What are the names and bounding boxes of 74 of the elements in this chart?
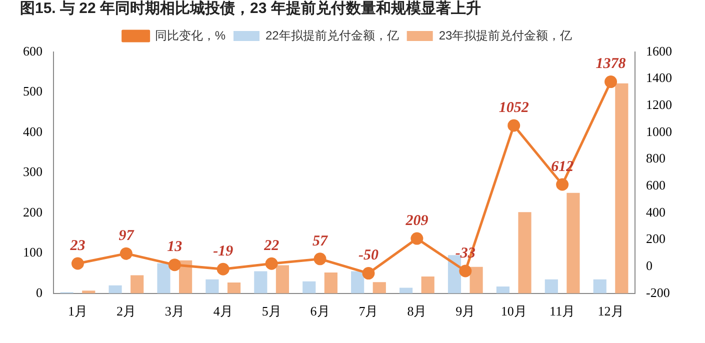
x-tick-label: 10月 <box>500 304 527 319</box>
chart-title: 图15. 与 22 年同时期相比城投债，23 年提前兑付数量和规模显著上升 <box>20 0 481 18</box>
y2-tick-label: 1400 <box>646 70 672 86</box>
point <box>120 247 132 260</box>
bar <box>254 271 268 294</box>
x-tick-label: 7月 <box>358 304 378 319</box>
x-tick-label: 5月 <box>262 304 282 319</box>
data-label: -50 <box>358 248 379 264</box>
bar <box>324 272 338 294</box>
point <box>265 257 278 270</box>
bar <box>276 265 290 294</box>
bar <box>206 279 219 294</box>
point <box>604 76 618 88</box>
bar <box>130 275 144 294</box>
point <box>556 178 569 191</box>
legend-label: 同比变化，% <box>154 28 226 42</box>
y2-tick-label: -200 <box>646 284 670 300</box>
y2-tick-label: 1200 <box>646 97 672 112</box>
y-tick-label: 0 <box>36 284 42 300</box>
bar <box>615 83 628 294</box>
x-tick-label: 1月 <box>68 304 88 319</box>
x-tick-label: 11月 <box>550 304 576 319</box>
x-tick-label: 8月 <box>407 304 427 319</box>
y2-tick-label: 600 <box>646 178 666 193</box>
data-label: 209 <box>404 212 429 229</box>
bar <box>496 286 510 294</box>
bar <box>518 212 532 294</box>
bar <box>470 266 483 294</box>
point <box>362 267 375 280</box>
y2-tick-label: 0 <box>646 258 652 273</box>
bar <box>544 279 558 294</box>
legend-label: 23年拟提前兑付金额，亿 <box>438 28 572 42</box>
data-label: 23 <box>69 238 86 254</box>
data-label: 57 <box>312 233 328 250</box>
bar <box>372 282 386 294</box>
x-tick-label: 6月 <box>310 304 330 319</box>
bar <box>227 282 241 294</box>
point <box>168 258 181 272</box>
data-label: 1052 <box>498 100 530 116</box>
data-label: 97 <box>118 228 134 244</box>
data-label: 1378 <box>596 56 626 72</box>
point <box>314 252 326 266</box>
bar <box>108 285 122 294</box>
bar <box>566 192 580 294</box>
y2-tick-label: 1000 <box>646 124 672 139</box>
data-label: -19 <box>213 244 234 260</box>
bar <box>421 276 434 294</box>
y-tick-label: 100 <box>23 244 42 260</box>
y-tick-label: 500 <box>23 84 42 99</box>
x-tick-label: 2月 <box>116 304 136 319</box>
y-tick-label: 200 <box>23 204 42 220</box>
x-tick-label: 9月 <box>456 304 476 319</box>
x-tick-label: 4月 <box>213 304 233 319</box>
point <box>71 257 84 270</box>
bar <box>157 263 170 294</box>
point <box>459 264 472 278</box>
legend-label: 22年拟提前兑付金额，亿 <box>265 28 399 42</box>
y-tick-label: 300 <box>23 164 42 180</box>
y2-tick-label: 200 <box>646 231 666 246</box>
bar <box>302 281 316 294</box>
data-label: 22 <box>263 238 280 254</box>
y2-tick-label: 800 <box>646 150 666 166</box>
y-tick-label: 600 <box>23 43 42 58</box>
point <box>508 119 520 132</box>
point <box>216 262 230 276</box>
x-tick-label: 3月 <box>164 304 184 319</box>
bar <box>593 279 606 294</box>
bar <box>351 271 364 294</box>
point <box>410 232 424 245</box>
y2-tick-label: 1600 <box>646 43 672 58</box>
y-tick-label: 400 <box>23 124 42 139</box>
y2-tick-label: 400 <box>646 204 666 220</box>
x-tick-label: 12月 <box>598 304 624 319</box>
data-label: 13 <box>167 239 183 256</box>
